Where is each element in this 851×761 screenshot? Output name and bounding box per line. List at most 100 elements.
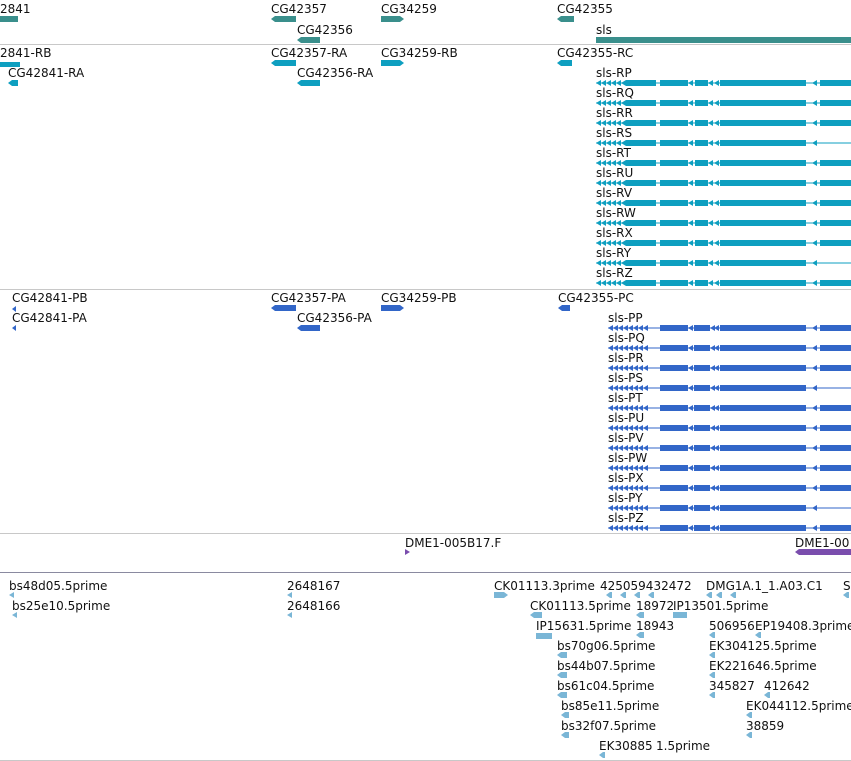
gene-label-cg34259[interactable]: CG34259 <box>381 2 437 16</box>
isoform-label[interactable]: sls-PT <box>608 391 643 405</box>
transcript-label[interactable]: CG42841-RA <box>8 66 85 80</box>
est-label[interactable]: bs48d05.5prime <box>9 579 108 593</box>
est-label[interactable]: bs32f07.5prime <box>561 719 657 733</box>
transcript-label[interactable]: CG42356-RA <box>297 66 374 80</box>
est-label[interactable]: bs70g06.5prime <box>557 639 656 653</box>
isoform-glyph[interactable] <box>608 405 851 411</box>
protein-label[interactable]: CG42841-PA <box>12 311 87 325</box>
isoform-label[interactable]: sls-PV <box>608 431 644 445</box>
isoform-label[interactable]: sls-RZ <box>596 266 633 280</box>
est-label[interactable]: CK01113.5prime <box>530 599 631 613</box>
est-label[interactable]: EK221646.5prime <box>709 659 817 673</box>
gene-label-cg42357[interactable]: CG42357 <box>271 2 327 16</box>
isoform-label[interactable]: sls-RQ <box>596 86 634 100</box>
est-label[interactable]: IP15631.5prime <box>536 619 632 633</box>
strand-arrow <box>688 160 693 166</box>
protein-label[interactable]: CG42356-PA <box>297 311 372 325</box>
est-label[interactable]: 18943 <box>636 619 675 633</box>
isoform-glyph[interactable] <box>596 260 851 266</box>
isoform-label[interactable]: sls-RV <box>596 186 633 200</box>
est-label[interactable]: IP13501.5prime <box>673 599 769 613</box>
isoform-label[interactable]: sls-PW <box>608 451 648 465</box>
isoform-glyph[interactable] <box>608 365 851 371</box>
isoform-glyph[interactable] <box>608 505 851 511</box>
est-label[interactable]: bs85e11.5prime <box>561 699 660 713</box>
est-label[interactable]: S <box>843 579 851 593</box>
isoform-glyph[interactable] <box>596 160 851 166</box>
strand-arrow <box>688 425 693 431</box>
isoform-label[interactable]: sls-RU <box>596 166 634 180</box>
isoform-label[interactable]: sls-PQ <box>608 331 645 345</box>
isoform-glyph[interactable] <box>596 180 851 186</box>
isoform-glyph[interactable] <box>596 200 851 206</box>
strand-arrow <box>714 140 719 146</box>
clone-label[interactable]: DME1-005B17.F <box>405 536 502 550</box>
isoform-label[interactable]: sls-RX <box>596 226 633 240</box>
est-label[interactable]: 412642 <box>764 679 810 693</box>
isoform-glyph[interactable] <box>608 465 851 471</box>
isoform-glyph[interactable] <box>596 100 851 106</box>
gene-label-cg42356[interactable]: CG42356 <box>297 23 353 37</box>
exon-block <box>720 280 806 286</box>
isoform-glyph[interactable] <box>596 80 851 86</box>
clone-label[interactable]: DME1-00 <box>795 536 850 550</box>
est-label[interactable]: EK044112.5prime <box>746 699 851 713</box>
isoform-glyph[interactable] <box>596 240 851 246</box>
isoform-label[interactable]: sls-RS <box>596 126 633 140</box>
isoform-label[interactable]: sls-PR <box>608 351 644 365</box>
isoform-label[interactable]: sls-PZ <box>608 511 644 525</box>
protein-label[interactable]: CG42357-PA <box>271 291 346 305</box>
est-label[interactable]: 2648166 <box>287 599 341 613</box>
isoform-glyph[interactable] <box>596 220 851 226</box>
est-label[interactable]: bs61c04.5prime <box>557 679 655 693</box>
isoform-label[interactable]: sls-PP <box>608 311 643 325</box>
est-label[interactable]: 345827 <box>709 679 755 693</box>
est-label[interactable]: bs25e10.5prime <box>12 599 111 613</box>
est-label[interactable]: bs44b07.5prime <box>557 659 656 673</box>
isoform-glyph[interactable] <box>608 385 851 391</box>
isoform-label[interactable]: sls-RW <box>596 206 636 220</box>
exon-block <box>660 160 688 166</box>
transcript-label[interactable]: 2841-RB <box>0 46 52 60</box>
est-label[interactable]: EP19408.3prime <box>755 619 851 633</box>
est-label[interactable]: EK304125.5prime <box>709 639 817 653</box>
isoform-label[interactable]: sls-PX <box>608 471 644 485</box>
isoform-glyph[interactable] <box>608 485 851 491</box>
isoform-glyph[interactable] <box>608 425 851 431</box>
est-label[interactable]: DMG1A.1_1.A03.C1 <box>706 579 823 593</box>
transcript-label[interactable]: CG42355-RC <box>557 46 634 60</box>
est-label[interactable]: 2648167 <box>287 579 341 593</box>
est-label[interactable]: EK30885 <box>599 739 653 753</box>
isoform-glyph[interactable] <box>596 140 851 146</box>
est-label[interactable]: CK01113.3prime <box>494 579 595 593</box>
isoform-label[interactable]: sls-RP <box>596 66 632 80</box>
protein-label[interactable]: CG42841-PB <box>12 291 88 305</box>
isoform-glyph[interactable] <box>608 445 851 451</box>
exon-block <box>660 220 688 226</box>
isoform-glyph[interactable] <box>596 120 851 126</box>
est-label[interactable]: 425059432472 <box>600 579 692 593</box>
isoform-label[interactable]: sls-PU <box>608 411 645 425</box>
isoform-label[interactable]: sls-RT <box>596 146 631 160</box>
transcript-label[interactable]: CG34259-RB <box>381 46 458 60</box>
exon-block <box>695 100 708 106</box>
strand-arrow <box>618 425 623 431</box>
gene-label-cg42355[interactable]: CG42355 <box>557 2 613 16</box>
isoform-glyph[interactable] <box>596 280 851 286</box>
est-label[interactable]: 506956 <box>709 619 755 633</box>
isoform-label[interactable]: sls-RY <box>596 246 632 260</box>
gene-label-2841[interactable]: 2841 <box>0 2 31 16</box>
gene-label-sls[interactable]: sls <box>596 23 612 37</box>
isoform-label[interactable]: sls-PY <box>608 491 643 505</box>
isoform-glyph[interactable] <box>608 345 851 351</box>
est-label[interactable]: 38859 <box>746 719 785 733</box>
protein-label[interactable]: CG42355-PC <box>558 291 634 305</box>
isoform-glyph[interactable] <box>608 325 851 331</box>
isoform-label[interactable]: sls-PS <box>608 371 644 385</box>
protein-label[interactable]: CG34259-PB <box>381 291 457 305</box>
est-label[interactable]: 1.5prime <box>656 739 711 753</box>
isoform-glyph[interactable] <box>608 525 851 531</box>
est-label[interactable]: 18972 <box>636 599 675 613</box>
isoform-label[interactable]: sls-RR <box>596 106 633 120</box>
transcript-label[interactable]: CG42357-RA <box>271 46 348 60</box>
